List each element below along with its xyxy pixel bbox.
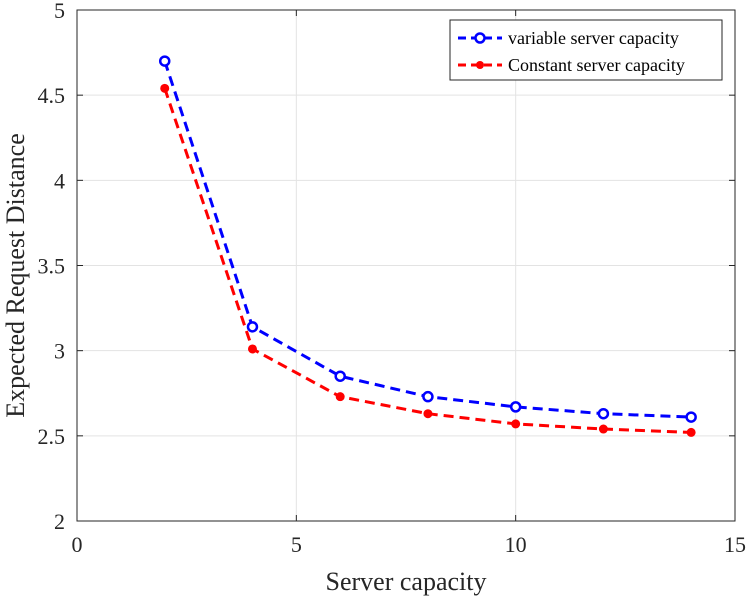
series-line	[163, 60, 692, 419]
x-tick-label: 15	[724, 532, 746, 557]
data-point	[686, 427, 696, 437]
data-point	[598, 424, 608, 434]
legend-label: variable server capacity	[508, 28, 679, 48]
y-tick-label: 2	[54, 509, 65, 534]
series-group	[158, 55, 697, 437]
legend-entry: variable server capacity	[458, 28, 679, 48]
y-tick-label: 3.5	[38, 254, 66, 279]
data-point	[511, 419, 521, 429]
data-point	[246, 321, 259, 333]
legend: variable server capacity Constant server …	[449, 19, 723, 81]
grid	[77, 10, 735, 521]
y-tick-label: 3	[54, 339, 65, 364]
data-point	[509, 401, 522, 413]
data-point	[335, 392, 345, 402]
axis-ticks: 0 5 10 15 2 2.5 3 3.5 4 4.5 5	[38, 0, 747, 557]
data-point	[158, 55, 171, 67]
y-tick-label: 4	[54, 168, 65, 193]
legend-entry: Constant server capacity	[458, 55, 685, 75]
y-tick-label: 4.5	[38, 83, 66, 108]
data-point	[597, 407, 610, 420]
x-axis-label: Server capacity	[326, 567, 487, 596]
series-2	[160, 83, 696, 437]
legend-box	[449, 19, 723, 81]
y-tick-label: 2.5	[38, 424, 66, 449]
x-tick-label: 5	[291, 532, 302, 557]
data-point	[422, 390, 434, 403]
legend-marker	[476, 61, 484, 69]
y-axis-label: Expected Request Distance	[1, 133, 30, 417]
data-point	[247, 344, 257, 354]
legend-entries: variable server capacity Constant server …	[458, 28, 685, 75]
legend-marker	[474, 32, 486, 44]
series-1	[158, 55, 697, 423]
series-line	[163, 87, 692, 434]
data-point	[160, 83, 170, 93]
data-point	[334, 370, 346, 382]
x-tick-label: 0	[72, 532, 83, 557]
x-tick-label: 10	[505, 532, 527, 557]
y-tick-label: 5	[54, 0, 65, 23]
legend-label: Constant server capacity	[508, 55, 685, 75]
data-point	[685, 411, 697, 423]
data-point	[423, 409, 433, 419]
